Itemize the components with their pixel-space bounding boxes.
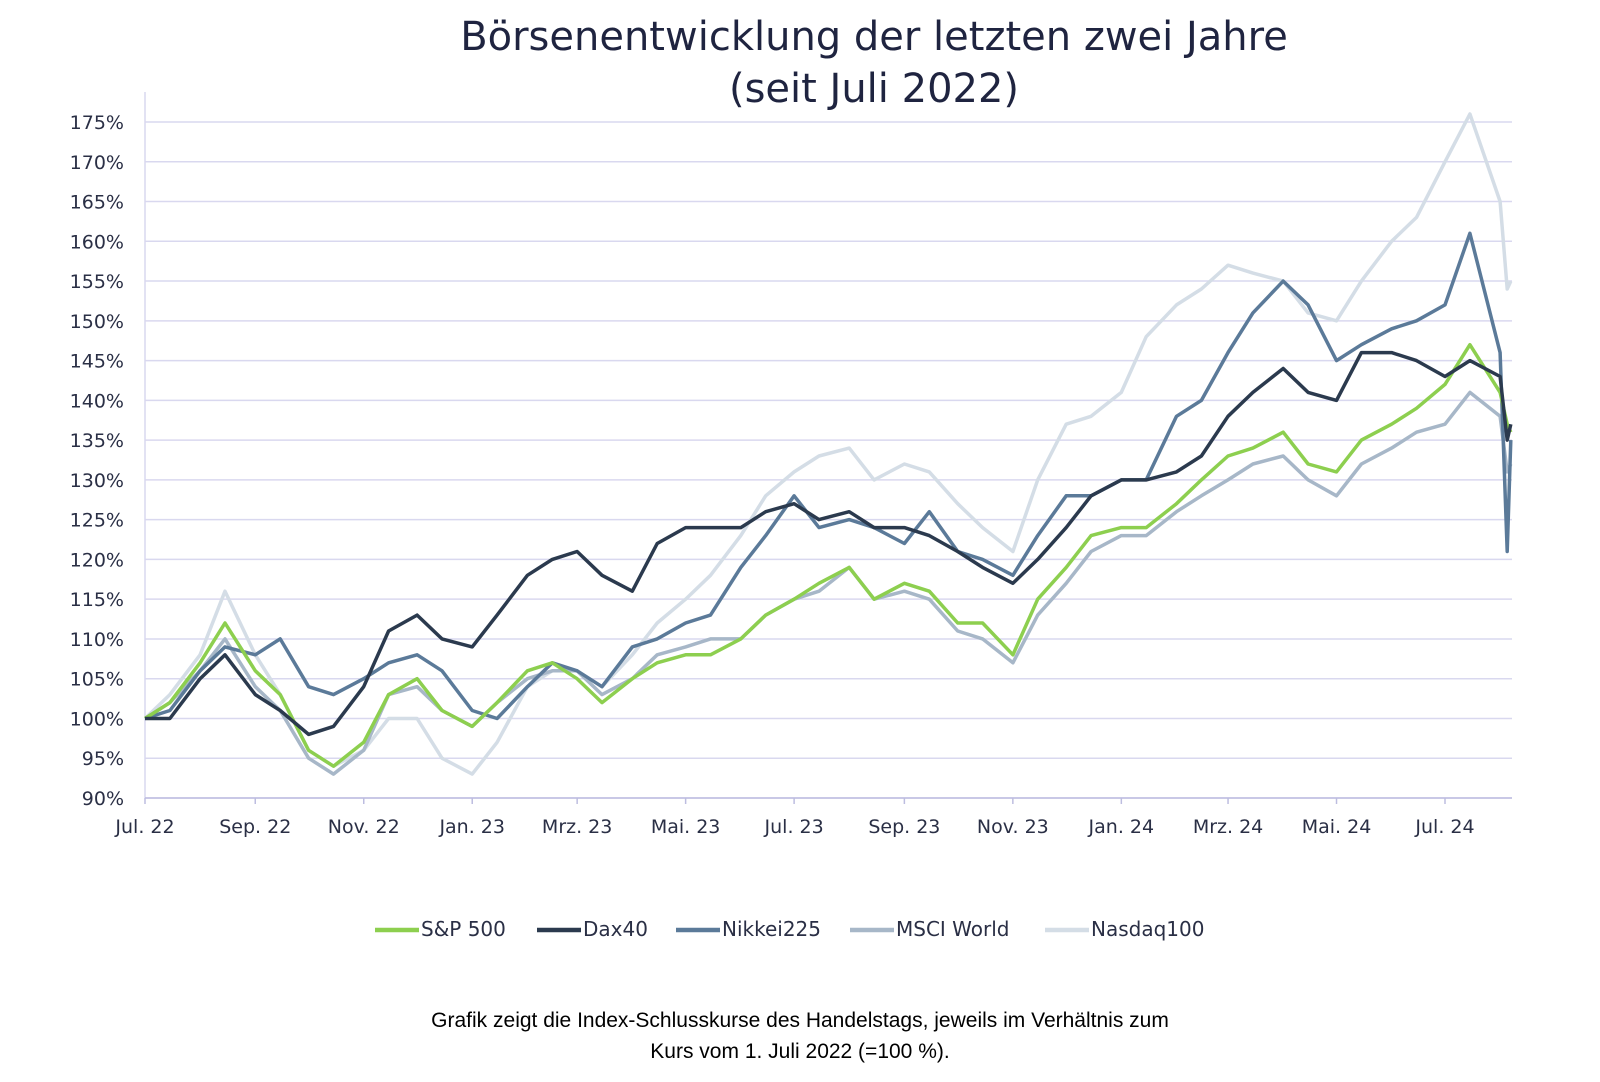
x-tick-label: Sep. 22 — [219, 816, 291, 838]
x-tick-label: Jul. 23 — [764, 816, 824, 838]
series-line-s-p-500 — [144, 342, 1513, 768]
legend-label: Nasdaq100 — [1091, 917, 1204, 941]
x-tick-label: Jan. 23 — [438, 816, 505, 838]
y-tick-label: 125% — [70, 510, 124, 532]
x-axis: Jul. 22 Sep. 22 Nov. 22 Jan. 23 Mrz. 23 Mai. … — [114, 797, 1512, 838]
y-tick-label: 160% — [70, 231, 124, 253]
chart-title: Börsenentwicklung der letzten zwei Jahre — [460, 14, 1288, 60]
chart-subtitle: (seit Juli 2022) — [729, 66, 1019, 112]
y-tick-label: 175% — [70, 112, 124, 134]
x-tick-label: Mai. 23 — [651, 816, 721, 838]
y-axis: 90% 95% 100% 105% 110% 115% 120% 125% 130% 135% 14… — [70, 92, 146, 810]
x-tick-label: Sep. 23 — [868, 816, 940, 838]
x-tick-label: Jul. 24 — [1414, 816, 1474, 838]
series-line-nasdaq100 — [143, 112, 1513, 776]
y-tick-label: 140% — [70, 390, 124, 412]
footnote-line-1: Grafik zeigt die Index-Schlusskurse des … — [431, 1009, 1169, 1032]
legend: S&P 500 Dax40 Nikkei225 MSCI World Nasdaq100 — [375, 917, 1204, 941]
y-tick-label: 90% — [82, 788, 124, 810]
x-tick-label: Jan. 24 — [1088, 816, 1155, 838]
legend-item: Nikkei225 — [676, 917, 821, 941]
x-tick-label: Mrz. 23 — [542, 816, 612, 838]
y-tick-label: 150% — [70, 311, 124, 333]
y-tick-label: 105% — [70, 669, 124, 691]
y-tick-label: 115% — [70, 589, 124, 611]
legend-item: MSCI World — [850, 917, 1010, 941]
legend-item: S&P 500 — [375, 917, 506, 941]
legend-label: Dax40 — [583, 917, 648, 941]
series-line-nikkei225 — [144, 231, 1513, 721]
y-tick-label: 165% — [70, 192, 124, 214]
legend-item: Dax40 — [537, 917, 648, 941]
legend-label: Nikkei225 — [722, 917, 821, 941]
y-tick-label: 135% — [70, 430, 124, 452]
series-line-msci-world — [144, 390, 1513, 776]
y-tick-label: 110% — [70, 629, 124, 651]
x-tick-label: Nov. 22 — [328, 816, 400, 838]
legend-label: S&P 500 — [421, 917, 506, 941]
y-tick-label: 170% — [70, 152, 124, 174]
x-tick-label: Mai. 24 — [1302, 816, 1372, 838]
y-tick-label: 155% — [70, 271, 124, 293]
legend-label: MSCI World — [896, 917, 1010, 941]
legend-item: Nasdaq100 — [1045, 917, 1204, 941]
y-tick-label: 145% — [70, 351, 124, 373]
footnote-line-2: Kurs vom 1. Juli 2022 (=100 %). — [650, 1040, 949, 1063]
series-line-dax40 — [145, 350, 1513, 737]
y-tick-label: 130% — [70, 470, 124, 492]
y-tick-label: 100% — [70, 708, 124, 730]
x-tick-label: Jul. 22 — [114, 816, 174, 838]
series-lines — [143, 112, 1513, 776]
y-tick-label: 120% — [70, 549, 124, 571]
x-tick-label: Mrz. 24 — [1193, 816, 1263, 838]
x-tick-label: Nov. 23 — [977, 816, 1049, 838]
y-tick-label: 95% — [82, 748, 124, 770]
